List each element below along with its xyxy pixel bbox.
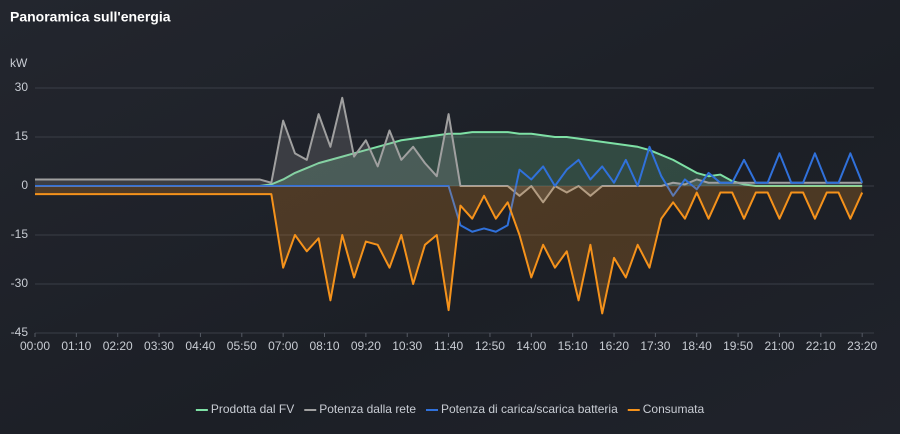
y-tick-label: -15 [11, 227, 29, 241]
x-tick-label: 01:10 [61, 339, 91, 353]
y-tick-label: 15 [15, 129, 29, 143]
series-area [35, 97, 863, 203]
legend-label: Potenza di carica/scarica batteria [441, 402, 618, 416]
x-tick-label: 08:10 [309, 339, 339, 353]
x-tick-label: 05:50 [227, 339, 257, 353]
legend-item: Prodotta dal FV [195, 402, 294, 416]
x-tick-label: 04:40 [185, 339, 215, 353]
legend-label: Consumata [643, 402, 705, 416]
x-tick-label: 16:20 [599, 339, 629, 353]
x-tick-label: 17:30 [640, 339, 670, 353]
x-tick-label: 15:10 [558, 339, 588, 353]
x-tick-label: 09:20 [351, 339, 381, 353]
x-tick-label: 19:50 [723, 339, 753, 353]
x-tick-label: 03:30 [144, 339, 174, 353]
y-tick-label: 30 [15, 80, 29, 94]
series-line [35, 191, 864, 315]
x-tick-label: 14:00 [516, 339, 546, 353]
x-tick-label: 23:20 [847, 339, 877, 353]
x-tick-label: 18:40 [682, 339, 712, 353]
legend-item: Potenza di carica/scarica batteria [425, 402, 618, 416]
series-line [35, 145, 864, 233]
x-tick-label: 10:30 [392, 339, 422, 353]
x-tick-label: 11:40 [434, 339, 463, 353]
y-tick-label: -45 [11, 325, 29, 339]
series-area [35, 186, 863, 314]
x-tick-label: 07:00 [268, 339, 298, 353]
x-tick-label: 00:00 [20, 339, 50, 353]
y-tick-label: 0 [21, 178, 28, 192]
legend-item: Potenza dalla rete [304, 402, 416, 416]
legend-item: Consumata [627, 402, 705, 416]
x-tick-label: 22:10 [806, 339, 836, 353]
legend: Prodotta dal FV Potenza dalla rete Potenza… [195, 402, 705, 416]
legend-label: Potenza dalla rete [319, 402, 416, 416]
y-unit: kW [10, 56, 28, 70]
chart-title: Panoramica sull'energia [10, 9, 171, 25]
legend-label: Prodotta dal FV [211, 402, 294, 416]
y-tick-label: -30 [11, 276, 29, 290]
x-tick-label: 21:00 [764, 339, 794, 353]
x-tick-label: 12:50 [475, 339, 505, 353]
x-tick-label: 02:20 [103, 339, 133, 353]
series-area [35, 132, 863, 186]
